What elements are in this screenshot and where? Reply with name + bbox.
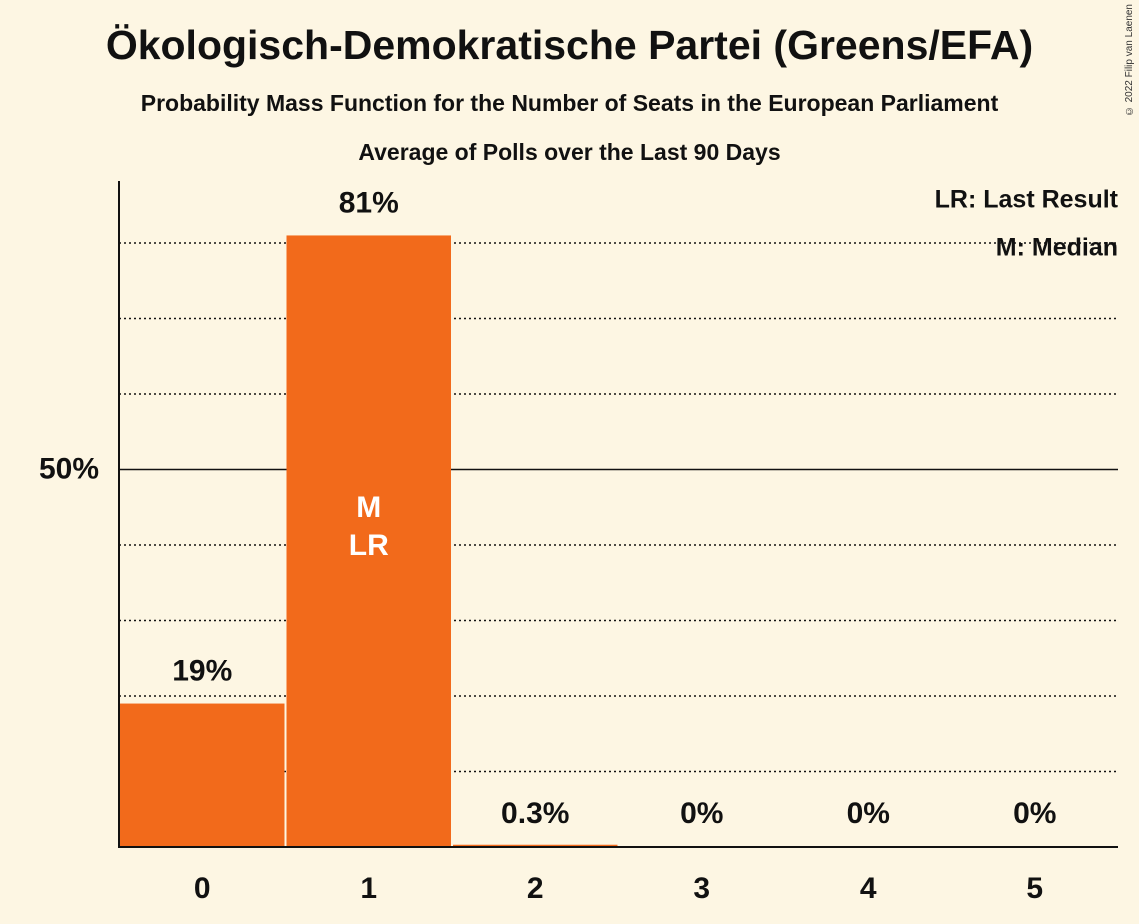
bar-annotation: LR (349, 529, 389, 562)
bar (453, 844, 618, 847)
legend-median: M: Median (996, 234, 1118, 262)
bar-value-label: 0.3% (501, 797, 569, 830)
bar-annotation: M (356, 491, 381, 524)
bar (120, 703, 285, 847)
bar-value-label: 81% (339, 186, 399, 219)
legend-last-result: LR: Last Result (935, 186, 1119, 214)
bar-value-label: 0% (1013, 797, 1056, 830)
chart-subtitle-secondary: Average of Polls over the Last 90 Days (358, 139, 781, 165)
bar-value-label: 19% (172, 654, 232, 687)
bar-value-label: 0% (680, 797, 723, 830)
x-tick-label: 3 (693, 872, 710, 905)
x-tick-label: 2 (527, 872, 544, 905)
y-tick-label: 50% (39, 452, 99, 485)
x-tick-label: 0 (194, 872, 211, 905)
bar (286, 235, 451, 847)
x-tick-label: 1 (360, 872, 377, 905)
bar-value-label: 0% (847, 797, 890, 830)
chart-title: Ökologisch-Demokratische Partei (Greens/… (105, 22, 1034, 68)
chart-subtitle: Probability Mass Function for the Number… (140, 90, 999, 116)
x-tick-label: 4 (860, 872, 877, 905)
x-tick-label: 5 (1026, 872, 1043, 905)
